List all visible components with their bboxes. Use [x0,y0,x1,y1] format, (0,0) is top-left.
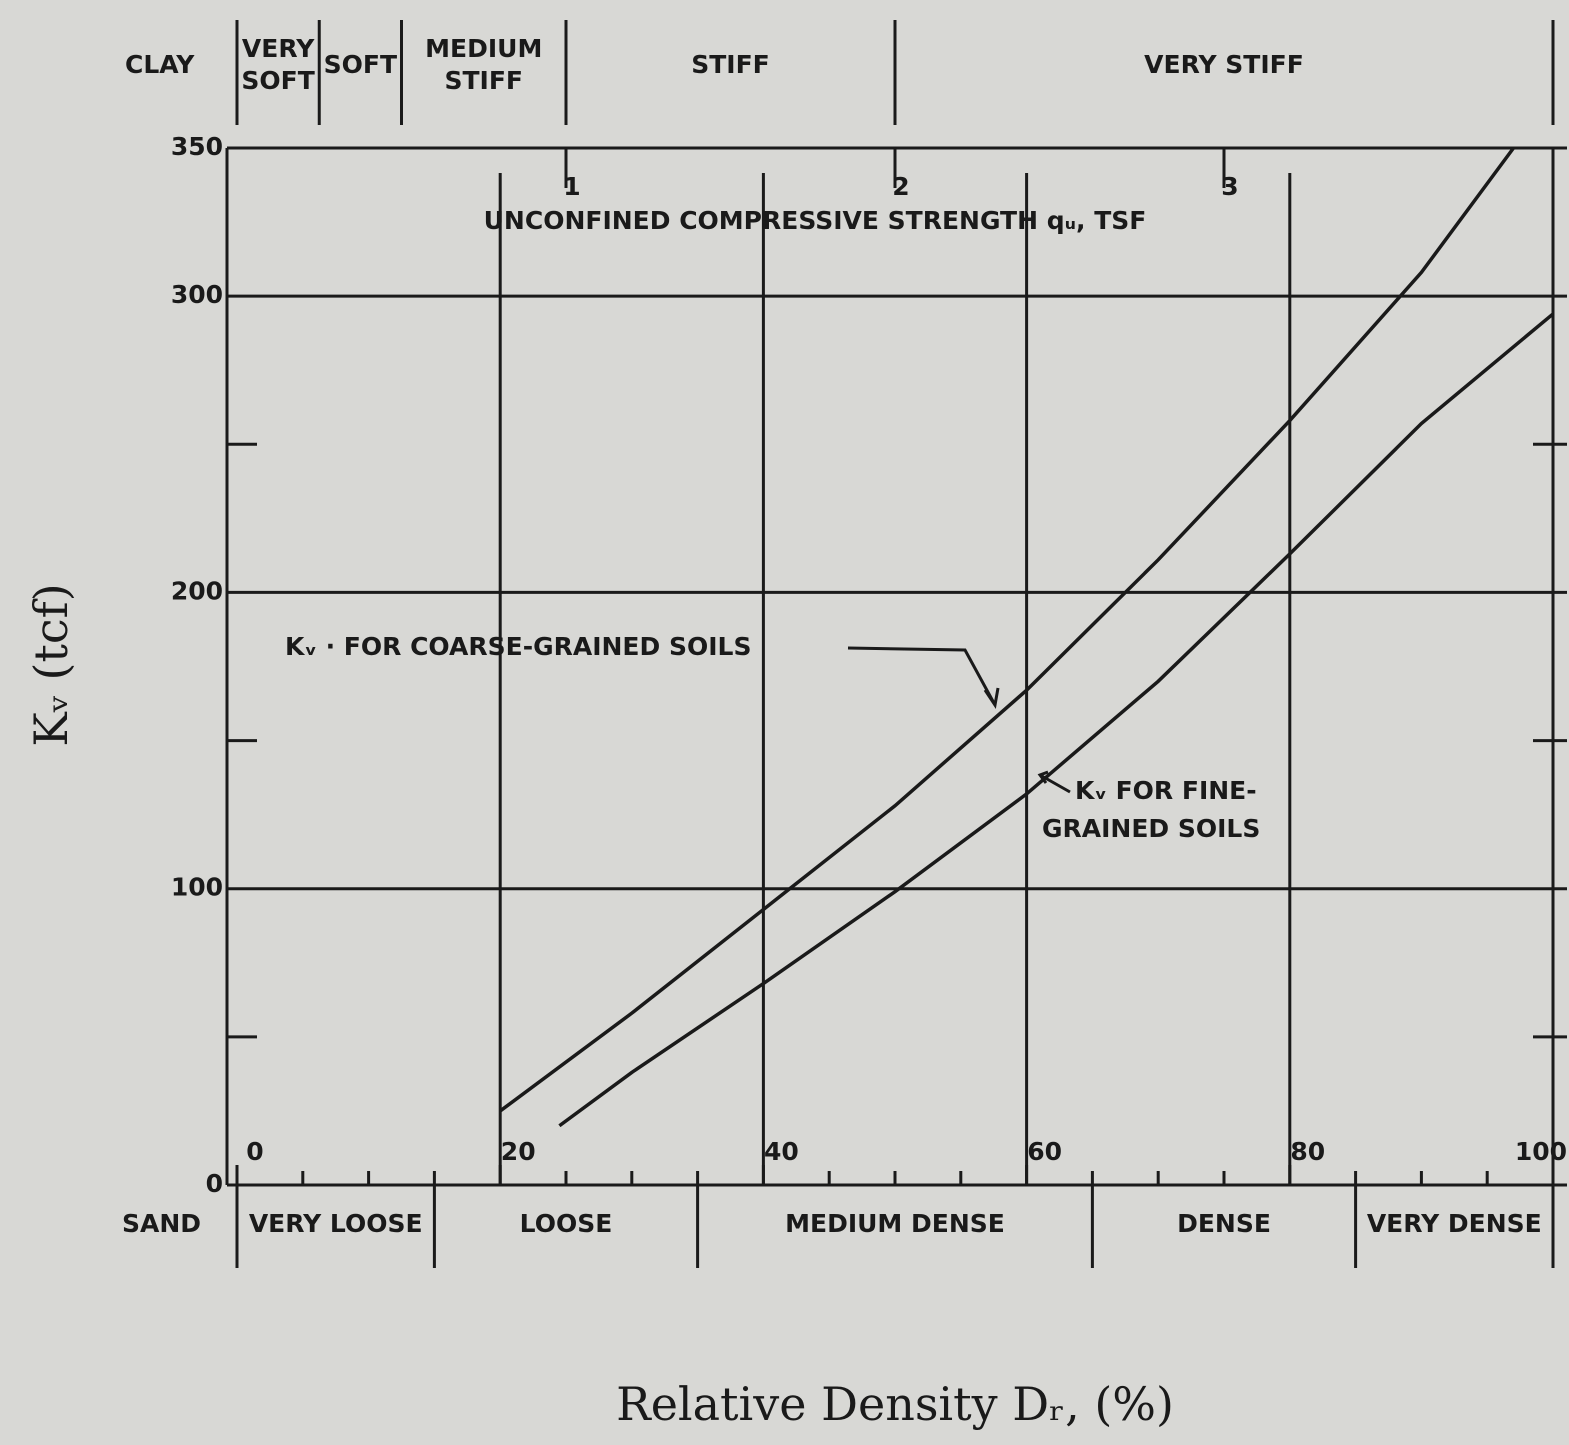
y-tick-label: 200 [171,576,223,605]
y-tick-label: 300 [171,280,223,309]
clay-band-label: STIFF [444,66,523,95]
clay-band-label: MEDIUM [425,34,542,63]
x-tick-label: 0 [246,1137,263,1166]
x-axis-label: Relative Density Dᵣ, (%) [616,1377,1174,1431]
x2-tick-label: 1 [563,172,580,201]
x-tick-label: 100 [1515,1137,1567,1166]
annotation: GRAINED SOILS [1042,814,1260,843]
sand-band-label: MEDIUM DENSE [785,1209,1005,1238]
x2-tick-label: 2 [892,172,909,201]
x-tick-label: 40 [764,1137,799,1166]
clay-band-label: VERY STIFF [1144,50,1304,79]
clay-band-label: SOFT [241,66,314,95]
sand-band-label: DENSE [1177,1209,1271,1238]
plot-frame [225,146,1555,1185]
y-tick-label: 0 [206,1169,223,1198]
sand-band-label: VERY DENSE [1367,1209,1542,1238]
x2-tick-label: 3 [1221,172,1238,201]
clay-band-label: STIFF [691,50,770,79]
line-series [499,146,1515,1113]
annotation-arrow [847,646,1000,709]
clay-band-label: SOFT [324,50,397,79]
line-series [558,312,1555,1128]
y-tick-label: 100 [171,873,223,902]
x-tick-label: 80 [1290,1137,1325,1166]
annotation: Kᵥ FOR FINE- [1075,776,1257,805]
sand-title: SAND [122,1209,201,1238]
annotation: Kᵥ · FOR COARSE-GRAINED SOILS [285,632,751,661]
y-axis-label: Kᵥ (tcf) [24,583,78,746]
x-tick-label: 20 [501,1137,536,1166]
y-tick-label: 350 [171,132,223,161]
clay-title: CLAY [125,50,195,79]
annotation-arrow [1037,770,1071,794]
sand-band-label: VERY LOOSE [249,1209,423,1238]
sand-band-label: LOOSE [520,1209,613,1238]
clay-band-label: VERY [242,34,315,63]
x2-axis-label: UNCONFINED COMPRESSIVE STRENGTH qᵤ, TSF [484,206,1147,235]
x-tick-label: 60 [1027,1137,1062,1166]
